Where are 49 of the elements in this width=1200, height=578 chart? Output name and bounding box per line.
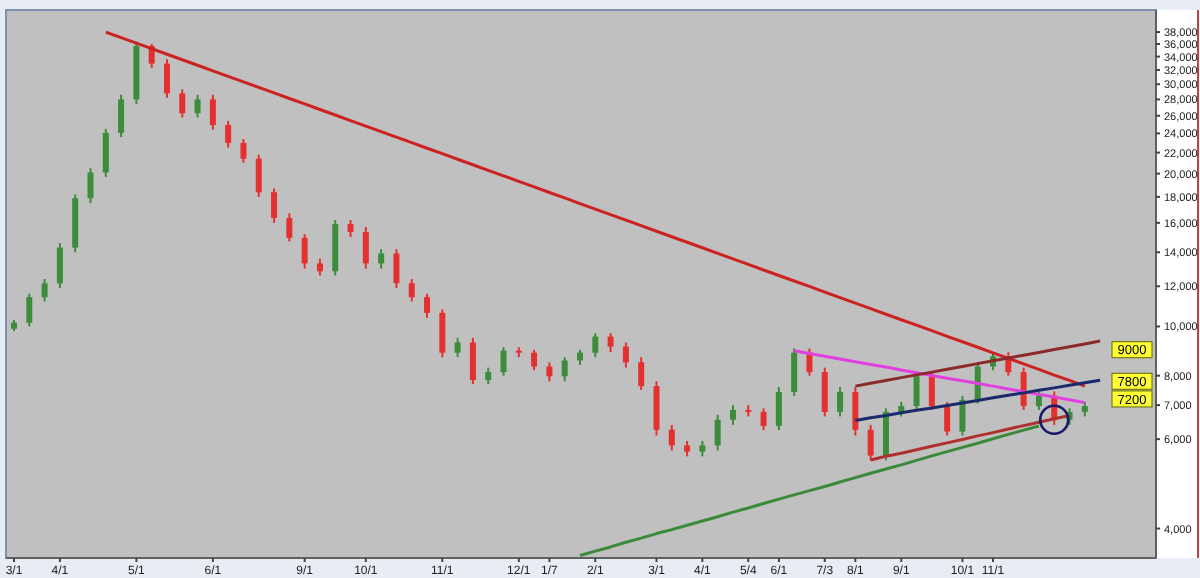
candlestick: [301, 233, 308, 270]
candlestick: [546, 361, 553, 383]
candlestick: [286, 212, 293, 243]
candlestick: [1035, 390, 1042, 411]
candlestick: [775, 386, 782, 432]
candlestick: [653, 380, 660, 437]
candlestick: [638, 356, 645, 391]
candlestick: [332, 219, 339, 277]
candlestick: [393, 248, 400, 290]
candlestick: [607, 332, 614, 354]
candlestick: [225, 119, 232, 149]
candlestick: [714, 413, 721, 452]
candlestick: [531, 348, 538, 372]
candlestick: [102, 127, 109, 178]
candlestick: [255, 153, 262, 198]
candlestick: [760, 407, 767, 432]
candlestick: [944, 401, 951, 437]
candlestick: [424, 292, 431, 319]
candlestick: [882, 407, 889, 462]
line-series: [104, 30, 1087, 388]
candlestick: [408, 278, 415, 303]
candlestick: [362, 226, 369, 270]
candlestick: [729, 404, 736, 426]
candlestick: [469, 336, 476, 386]
candlestick: [240, 138, 247, 164]
candlestick: [959, 394, 966, 437]
candlestick: [163, 58, 170, 99]
candlestick: [179, 88, 186, 119]
candlestick: [56, 242, 63, 290]
candlestick: [271, 187, 278, 224]
candlestick: [26, 292, 33, 328]
candlestick: [500, 346, 507, 377]
candlestick: [852, 386, 859, 437]
candlestick: [41, 278, 48, 303]
candlestick: [837, 386, 844, 418]
candlestick: [821, 366, 828, 418]
candlestick: [791, 347, 798, 397]
candlestick: [87, 167, 94, 205]
candlestick: [209, 93, 216, 131]
candlestick: [867, 423, 874, 462]
candlestick: [194, 93, 201, 119]
candlestick: [118, 93, 125, 139]
candlestick: [378, 248, 385, 270]
candlestick: [668, 423, 675, 452]
candlestick: [439, 308, 446, 359]
candlestick: [622, 341, 629, 369]
candlestick: [454, 336, 461, 359]
candlestick: [592, 332, 599, 359]
candlestick: [561, 356, 568, 383]
